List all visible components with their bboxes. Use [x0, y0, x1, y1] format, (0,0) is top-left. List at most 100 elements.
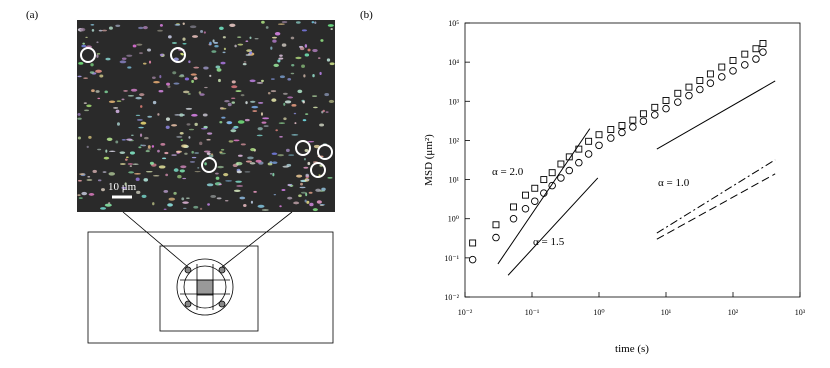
speckle: [296, 174, 303, 178]
speckle: [79, 27, 86, 32]
speckle: [144, 136, 149, 140]
speckle: [231, 85, 238, 89]
speckle: [193, 205, 199, 209]
speckle: [152, 202, 155, 206]
speckle: [116, 122, 120, 126]
speckle: [208, 154, 214, 158]
speckle: [215, 176, 220, 180]
speckle: [137, 119, 143, 121]
circle-marker: [674, 98, 682, 106]
speckle: [130, 88, 138, 92]
speckle: [328, 99, 335, 103]
circle-marker: [662, 104, 670, 113]
speckle: [185, 107, 193, 110]
x-tick-label: 10²: [728, 308, 739, 317]
speckle: [215, 172, 219, 175]
speckle: [179, 113, 184, 117]
speckle: [271, 152, 278, 155]
speckle: [272, 172, 275, 177]
speckle: [121, 138, 126, 141]
speckle: [324, 93, 330, 97]
x-tick-label: 10⁻²: [458, 308, 473, 317]
speckle: [243, 61, 247, 63]
speckle: [316, 200, 322, 204]
speckle: [129, 151, 136, 155]
speckle: [247, 156, 254, 160]
circle-marker: [607, 134, 615, 142]
speckle: [119, 151, 126, 154]
circle-marker: [741, 61, 749, 69]
square-marker: [752, 45, 760, 53]
speckle: [279, 75, 285, 79]
speckle: [103, 156, 110, 160]
y-tick-label: 10⁻¹: [444, 254, 459, 263]
speckle: [210, 194, 217, 198]
panel-label: (b): [360, 9, 373, 21]
speckle: [139, 93, 145, 97]
speckle: [275, 129, 278, 132]
speckle: [249, 162, 256, 165]
speckle: [234, 44, 237, 48]
speckle: [299, 186, 306, 189]
speckle: [174, 23, 181, 26]
square-marker: [639, 110, 647, 118]
speckle: [182, 37, 186, 41]
speckle: [224, 99, 230, 103]
speckle: [313, 144, 320, 149]
speckle: [273, 193, 277, 196]
speckle: [206, 138, 211, 141]
speckle: [162, 157, 167, 160]
speckle: [186, 197, 190, 199]
speckle: [119, 60, 127, 64]
speckle: [203, 150, 211, 153]
speckle: [244, 118, 250, 122]
speckle: [261, 209, 269, 211]
speckle: [303, 74, 306, 78]
speckle: [157, 113, 160, 116]
speckle: [180, 139, 183, 142]
speckle: [228, 140, 234, 143]
x-tick-label: 10⁻¹: [525, 308, 540, 317]
speckle: [270, 90, 277, 93]
speckle: [95, 69, 102, 73]
speckle: [187, 93, 191, 95]
speckle: [229, 23, 236, 28]
speckle: [121, 187, 127, 189]
reference-line: [656, 159, 776, 234]
circle-marker: [557, 174, 565, 182]
speckle: [191, 79, 194, 84]
speckle: [79, 173, 85, 175]
speckle: [167, 85, 171, 89]
speckle: [147, 145, 151, 149]
speckle: [77, 75, 82, 78]
speckle: [88, 193, 95, 196]
speckle: [219, 120, 223, 124]
speckle: [330, 28, 333, 31]
speckle: [181, 53, 185, 56]
speckles: [77, 20, 335, 212]
speckle: [265, 26, 269, 29]
speckle: [309, 202, 314, 207]
speckle: [303, 166, 309, 169]
speckle: [77, 117, 82, 120]
speckle: [306, 200, 310, 204]
x-tick-label: 10⁰: [593, 308, 604, 317]
speckle: [96, 41, 99, 44]
speckle: [180, 165, 187, 169]
speckle: [129, 165, 133, 167]
speckle: [294, 122, 297, 125]
y-tick-label: 10¹: [449, 176, 460, 185]
speckle: [158, 89, 164, 93]
speckle: [235, 161, 243, 166]
speckle: [222, 51, 226, 54]
speckle: [300, 182, 303, 186]
speckle: [166, 82, 171, 86]
speckle: [249, 36, 252, 40]
speckle: [140, 105, 143, 108]
speckle: [277, 154, 284, 157]
speckle: [138, 126, 144, 129]
speckle: [206, 152, 211, 156]
speckle: [290, 72, 295, 75]
speckle: [302, 100, 305, 104]
